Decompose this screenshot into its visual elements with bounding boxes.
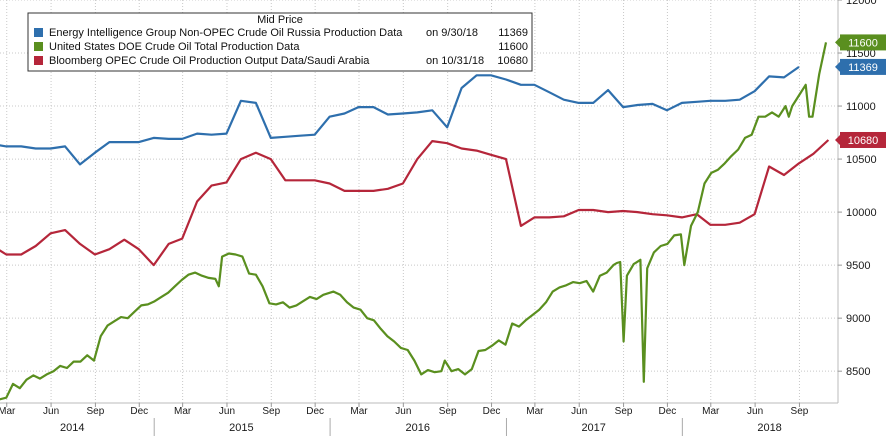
value-tag-pointer <box>835 61 840 72</box>
value-tag-pointer <box>835 37 840 48</box>
legend-value-russia: 11369 <box>498 27 528 39</box>
legend-box <box>27 12 533 72</box>
x-year-label: 2018 <box>757 422 781 434</box>
legend-value-saudi: 10680 <box>497 55 528 67</box>
x-tick-label: Jun <box>43 406 59 417</box>
legend-date-russia: on 9/30/18 <box>426 27 478 39</box>
gridlines <box>0 0 838 403</box>
value-tag-label: 10680 <box>848 135 879 147</box>
legend-date-saudi: on 10/31/18 <box>426 55 484 67</box>
series-line <box>0 42 828 401</box>
x-tick-label: Mar <box>526 406 544 417</box>
x-tick-label: Jun <box>219 406 235 417</box>
legend-value-us: 11600 <box>498 41 528 53</box>
x-year-label: 2016 <box>406 422 430 434</box>
y-tick-label: 11000 <box>846 101 876 113</box>
x-tick-label: Jun <box>395 406 411 417</box>
x-year-label: 2017 <box>581 422 605 434</box>
x-tick-label: Dec <box>659 406 677 417</box>
legend-label-saudi: Bloomberg OPEC Crude Oil Production Outp… <box>49 55 370 67</box>
last-value-tags: 11600 11369 10680 <box>835 34 886 148</box>
x-tick-label: Jun <box>747 406 763 417</box>
value-tag-box <box>840 58 886 75</box>
series-layer <box>0 42 830 401</box>
x-tick-label: Sep <box>791 406 809 417</box>
legend-label-us: United States DOE Crude Oil Total Produc… <box>49 41 300 53</box>
value-tag-label: 11600 <box>848 37 878 49</box>
legend-swatch-saudi <box>34 56 43 65</box>
legend-label-russia: Energy Intelligence Group Non-OPEC Crude… <box>49 27 403 39</box>
x-tick-label: Dec <box>483 406 501 417</box>
y-tick-label: 12000 <box>846 0 877 7</box>
x-year-label: 2015 <box>229 422 253 434</box>
x-year-label: 2014 <box>60 422 84 434</box>
value-tag: 11369 <box>835 58 886 75</box>
x-tick-label: Mar <box>702 406 720 417</box>
y-axis: 8500 9000 9500 10000 10500 11000 11500 12000 <box>838 0 877 378</box>
value-tag-pointer <box>835 134 840 145</box>
legend-swatch-us <box>34 42 43 51</box>
value-tag: 11600 <box>835 34 886 51</box>
series-line <box>0 139 830 267</box>
y-tick-label: 9000 <box>846 313 870 325</box>
x-tick-label: Sep <box>87 406 105 417</box>
legend-title: Mid Price <box>257 14 303 26</box>
legend: Mid Price Energy Intelligence Group Non-… <box>27 12 533 72</box>
x-tick-label: Sep <box>615 406 633 417</box>
x-tick-label: Jun <box>571 406 587 417</box>
x-tick-label: Mar <box>174 406 192 417</box>
value-tag-label: 11369 <box>848 62 878 74</box>
y-tick-label: 11500 <box>846 48 876 60</box>
x-tick-label: Sep <box>439 406 457 417</box>
y-tick-label: 9500 <box>846 260 870 272</box>
y-tick-label: 10000 <box>846 207 877 219</box>
value-tag: 10680 <box>835 131 886 148</box>
x-tick-label: Mar <box>0 406 16 417</box>
value-tag-box <box>840 34 886 51</box>
x-tick-label: Mar <box>350 406 368 417</box>
y-tick-label: 8500 <box>846 366 870 378</box>
x-tick-label: Dec <box>130 406 148 417</box>
value-tag-box <box>840 131 886 148</box>
x-axis: Mar Jun Sep Dec Mar Jun Sep Dec Mar Jun Sep Dec Mar J… <box>0 403 809 436</box>
y-tick-label: 10500 <box>846 154 877 166</box>
legend-swatch-russia <box>34 28 43 37</box>
x-tick-label: Dec <box>306 406 324 417</box>
x-tick-label: Sep <box>262 406 280 417</box>
series-line <box>0 65 800 166</box>
